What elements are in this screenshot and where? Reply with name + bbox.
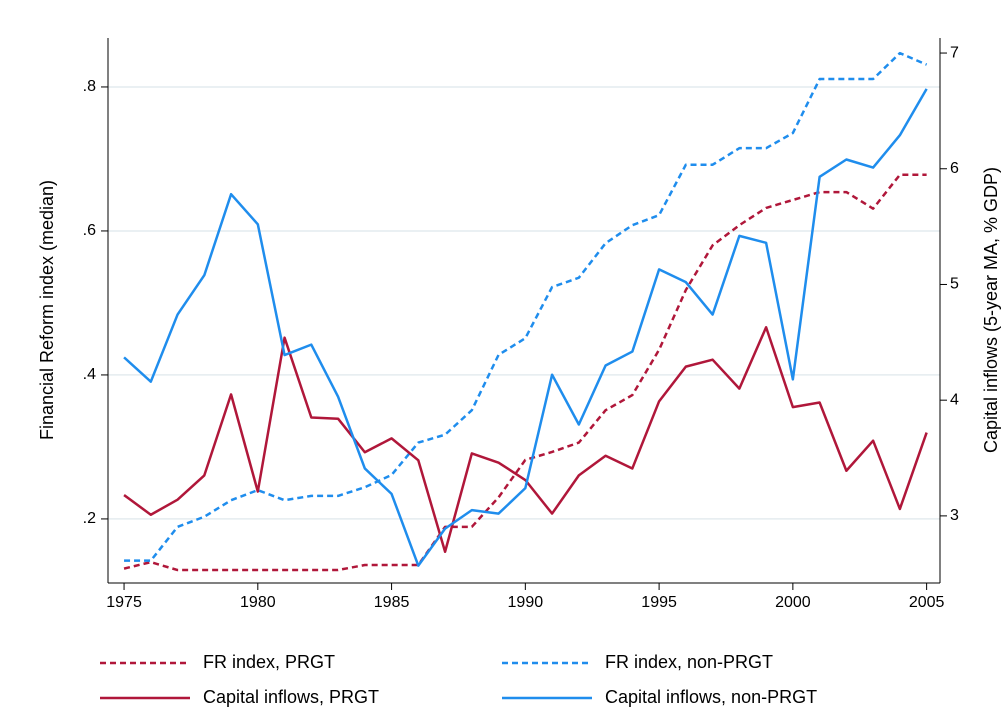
legend-label: Capital inflows, PRGT: [203, 687, 379, 707]
series-line: [124, 51, 928, 562]
y2-tick-label: 7: [950, 44, 959, 61]
x-tick-label: 2005: [909, 594, 945, 611]
y-tick-label: .4: [83, 366, 96, 383]
x-tick-label: 2000: [775, 594, 811, 611]
legend-label: FR index, non-PRGT: [605, 652, 773, 672]
x-tick-label: 1980: [240, 594, 276, 611]
y-tick-label: .8: [83, 78, 96, 95]
y2-tick-label: 6: [950, 160, 959, 177]
legend-label: FR index, PRGT: [203, 652, 335, 672]
series-line: [123, 173, 927, 572]
x-tick-label: 1975: [106, 594, 142, 611]
y2-tick-label: 4: [950, 391, 959, 408]
x-tick-label: 1990: [508, 594, 544, 611]
series-line: [123, 88, 928, 567]
y2-axis-title: Capital inflows (5-year MA, % GDP): [981, 167, 1001, 453]
y2-tick-label: 5: [950, 276, 959, 293]
legend-label: Capital inflows, non-PRGT: [605, 687, 817, 707]
y-tick-label: .6: [83, 222, 96, 239]
y-tick-label: .2: [83, 510, 96, 527]
x-tick-label: 1985: [374, 594, 410, 611]
series-line: [123, 326, 928, 554]
y-axis-title: Financial Reform index (median): [37, 180, 57, 440]
y2-tick-label: 3: [950, 507, 959, 524]
x-tick-label: 1995: [641, 594, 677, 611]
